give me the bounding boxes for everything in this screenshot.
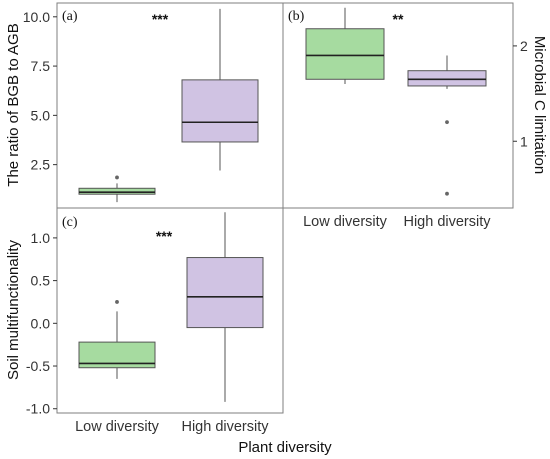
panel-b-y-tick-label: 2 xyxy=(520,38,528,54)
panel-c-category-labels: Low diversity High diversity xyxy=(75,419,269,435)
outlier-point xyxy=(445,191,449,196)
panel-b-box-high-diversity xyxy=(407,55,487,196)
panel-b-y-tick-label: 1 xyxy=(520,133,528,149)
panel-b-box-low-diversity xyxy=(305,7,385,85)
panel-c-box-high-diversity xyxy=(186,212,264,402)
panel-a: (a) *** The ratio of BGB to AGB 2.5 5.0 7.… xyxy=(5,2,284,209)
panel-b-significance: ** xyxy=(393,11,404,27)
panel-c-significance: *** xyxy=(156,228,173,244)
panel-a-y-tick-label: 2.5 xyxy=(31,157,51,173)
iqr-box xyxy=(407,70,487,87)
panel-b-category-label: High diversity xyxy=(403,214,491,230)
panel-a-boxes xyxy=(78,8,259,203)
iqr-box xyxy=(78,187,156,195)
panel-b-tag: (b) xyxy=(288,9,305,24)
panel-c-box-low-diversity xyxy=(78,300,156,379)
iqr-box xyxy=(181,79,259,143)
panel-c-y-tick-label: 1.0 xyxy=(31,230,51,246)
panel-b: (b) ** Microbial C limitation 12 Low div… xyxy=(282,2,548,230)
panel-a-box-low-diversity xyxy=(78,175,156,203)
panel-a-significance: *** xyxy=(152,11,169,27)
iqr-box xyxy=(186,257,264,329)
panel-a-y-tick-label: 10.0 xyxy=(23,9,50,25)
panel-c-boxes xyxy=(78,212,264,402)
panel-a-y-axis-label: The ratio of BGB to AGB xyxy=(5,23,22,186)
panel-c-y-tick-label: -1.0 xyxy=(26,401,50,417)
panel-c: (c) *** Soil multifunctionality -1.0 -0.5… xyxy=(5,207,284,435)
panel-b-y-axis-label: Microbial C limitation xyxy=(531,36,548,174)
panel-c-category-label: Low diversity xyxy=(75,419,160,435)
panel-c-y-axis-label: Soil multifunctionality xyxy=(5,239,22,380)
panel-b-frame xyxy=(282,2,514,209)
panel-c-y-ticks: -1.0 -0.5 0.0 0.5 1.0 xyxy=(26,230,57,417)
panel-a-tag: (a) xyxy=(62,9,78,24)
panel-c-y-tick-label: 0.5 xyxy=(31,273,51,289)
panel-b-category-label: Low diversity xyxy=(303,214,388,230)
panel-a-box-high-diversity xyxy=(181,8,259,171)
panel-a-y-tick-label: 7.5 xyxy=(31,58,51,74)
outlier-point xyxy=(445,120,449,125)
outlier-point xyxy=(115,175,119,180)
panel-b-y-ticks: 12 xyxy=(513,38,528,149)
panel-b-boxes xyxy=(305,7,487,196)
panel-a-y-ticks: 2.5 5.0 7.5 10.0 xyxy=(23,9,57,173)
panel-c-category-label: High diversity xyxy=(181,419,269,435)
x-axis-label: Plant diversity xyxy=(238,439,332,456)
panel-b-category-labels: Low diversity High diversity xyxy=(303,214,491,230)
panel-a-y-tick-label: 5.0 xyxy=(31,107,51,123)
outlier-point xyxy=(115,300,119,304)
panel-c-y-tick-label: -0.5 xyxy=(26,358,50,374)
iqr-box xyxy=(305,28,385,80)
panel-c-frame xyxy=(56,207,284,414)
panel-c-tag: (c) xyxy=(62,215,78,230)
panel-c-y-tick-label: 0.0 xyxy=(31,315,51,331)
